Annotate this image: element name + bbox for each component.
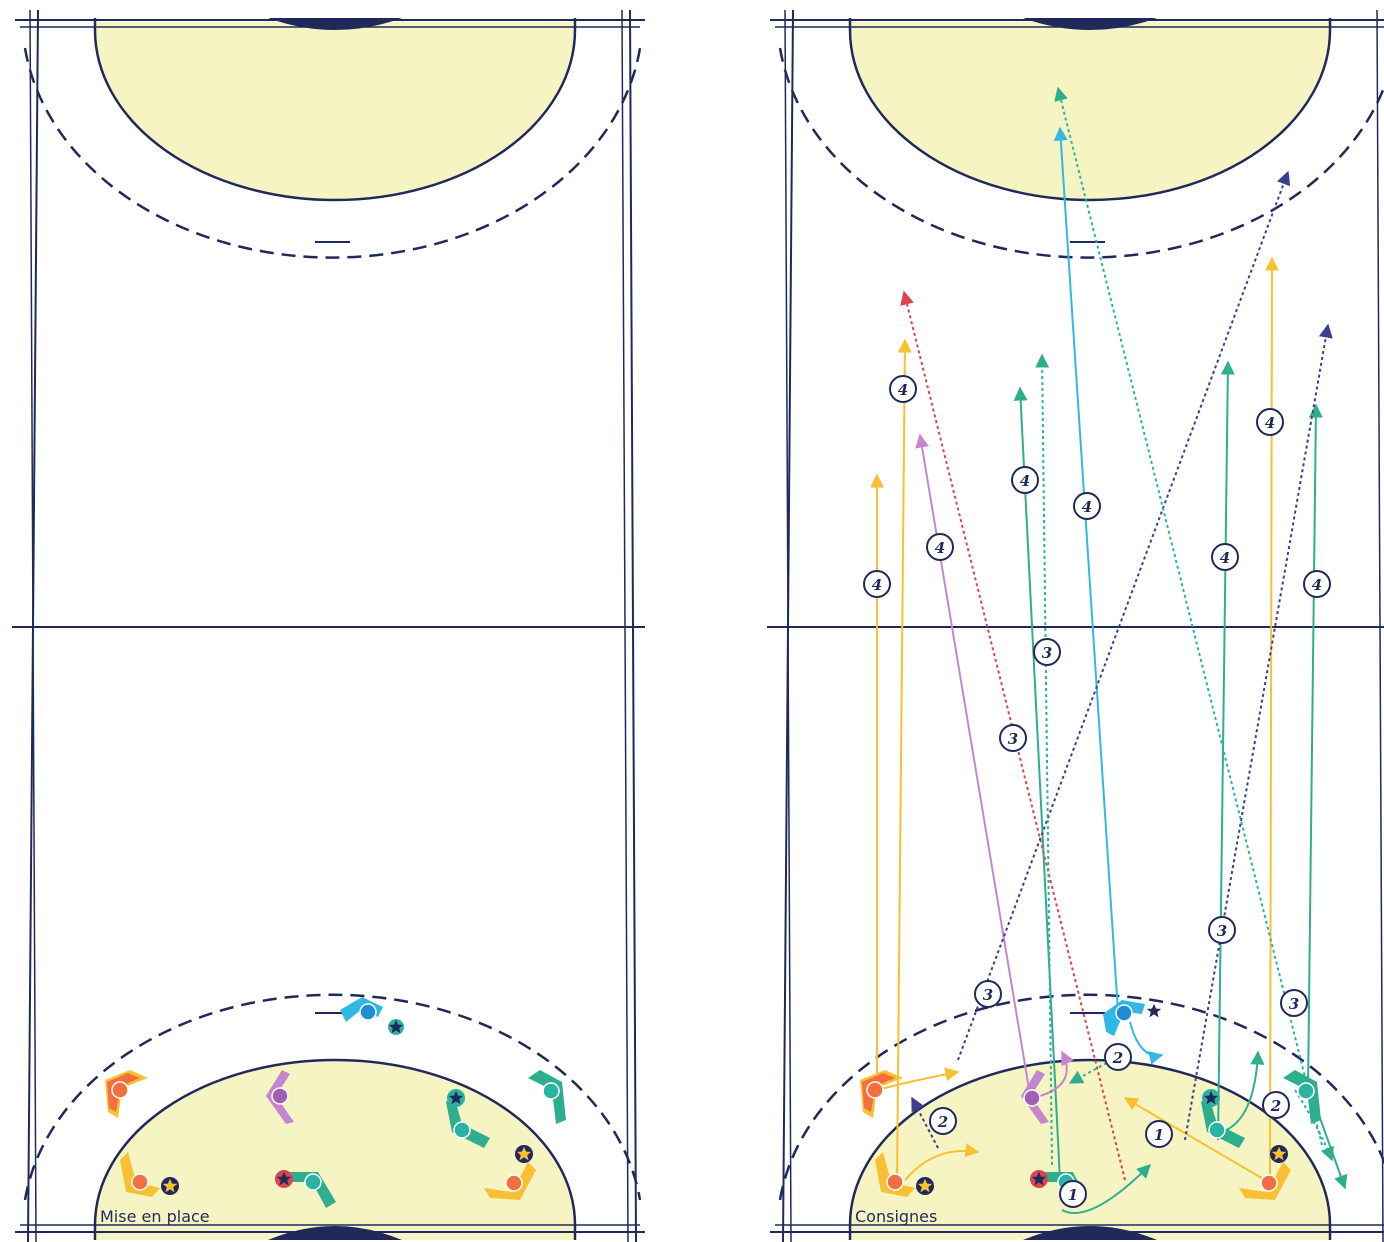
svg-text:3: 3	[1042, 644, 1052, 662]
step-badge: 4	[1303, 570, 1331, 598]
svg-text:3: 3	[1289, 995, 1299, 1013]
svg-text:4: 4	[898, 381, 908, 399]
player-orange-right	[484, 1145, 536, 1200]
svg-text:4: 4	[1020, 472, 1030, 490]
step-badge: 4	[863, 570, 891, 598]
step-badge: 2	[929, 1107, 957, 1135]
player-pivot	[275, 1170, 336, 1208]
step-badge: 1	[1059, 1180, 1087, 1208]
player-teal-back	[446, 1089, 490, 1148]
step-badge: 2	[1104, 1043, 1132, 1071]
pass-teal-2	[1054, 86, 1323, 1146]
step-badge: 4	[926, 533, 954, 561]
svg-text:2: 2	[1270, 1097, 1281, 1115]
step-badge: 3	[974, 980, 1002, 1008]
svg-text:2: 2	[1112, 1049, 1123, 1067]
svg-text:4: 4	[935, 539, 945, 557]
cone-purple-r	[1021, 1070, 1049, 1124]
panel-label-right: Consignes	[855, 1207, 937, 1226]
svg-text:1: 1	[1154, 1126, 1164, 1144]
svg-text:3: 3	[1008, 730, 1018, 748]
player-circle-icon	[359, 1003, 377, 1021]
svg-text:4: 4	[1082, 498, 1092, 516]
step-badge: 3	[1208, 916, 1236, 944]
step-badge: 1	[1145, 1120, 1173, 1148]
player-orange-corner	[120, 1152, 179, 1197]
player-orange-wing-r	[860, 1070, 903, 1118]
svg-text:4: 4	[1220, 549, 1230, 567]
step-badge: 4	[1073, 492, 1101, 520]
step-badges: 1 1 2 2 2 3 3 3 3 3 4 4 4 4 4 4 4 4	[863, 375, 1331, 1208]
player-blue-r	[1103, 1000, 1162, 1036]
step-badge: 3	[1280, 989, 1308, 1017]
player-orange-corner-r	[875, 1152, 934, 1197]
player-blue	[340, 997, 404, 1035]
court-right	[765, 8, 1384, 1242]
pass-navy-1	[957, 170, 1291, 1061]
svg-text:2: 2	[937, 1113, 948, 1131]
arrow-green-3	[1307, 403, 1323, 1091]
player-teal-wing-r	[1283, 1070, 1321, 1124]
panel-label-left: Mise en place	[100, 1207, 210, 1226]
pass-teal-1	[1035, 353, 1053, 1166]
step-badge: 3	[999, 724, 1027, 752]
step-badge: 4	[1211, 543, 1239, 571]
cone-purple	[266, 1070, 294, 1124]
arrow-green-1	[1013, 386, 1061, 1181]
svg-text:1: 1	[1068, 1186, 1078, 1204]
step-badge: 3	[1033, 638, 1061, 666]
player-orange-wing	[105, 1070, 148, 1118]
player-teal-back-r	[1201, 1089, 1245, 1148]
right-panel: 1 1 2 2 2 3 3 3 3 3 4 4 4 4 4 4 4 4 Cons…	[765, 8, 1384, 1242]
pass-navy-2	[1184, 323, 1333, 1141]
step-badge: 4	[1011, 466, 1039, 494]
left-panel: Mise en place	[10, 8, 647, 1242]
step-badge: 4	[1256, 408, 1284, 436]
arrow-green-2	[1217, 360, 1235, 1141]
step-badge: 4	[889, 375, 917, 403]
svg-text:4: 4	[872, 576, 882, 594]
svg-text:3: 3	[983, 986, 993, 1004]
player-orange-right-r	[1239, 1145, 1291, 1200]
svg-text:3: 3	[1217, 922, 1227, 940]
svg-text:4: 4	[1312, 576, 1322, 594]
arrow-yellow-2	[896, 338, 912, 1181]
player-teal-wing	[528, 1070, 566, 1124]
arrow-cyan-1	[1053, 126, 1119, 1013]
court-left	[10, 8, 647, 1242]
svg-text:4: 4	[1265, 414, 1275, 432]
arrow-yellow-3	[1264, 256, 1279, 1181]
step-badge: 2	[1262, 1091, 1290, 1119]
